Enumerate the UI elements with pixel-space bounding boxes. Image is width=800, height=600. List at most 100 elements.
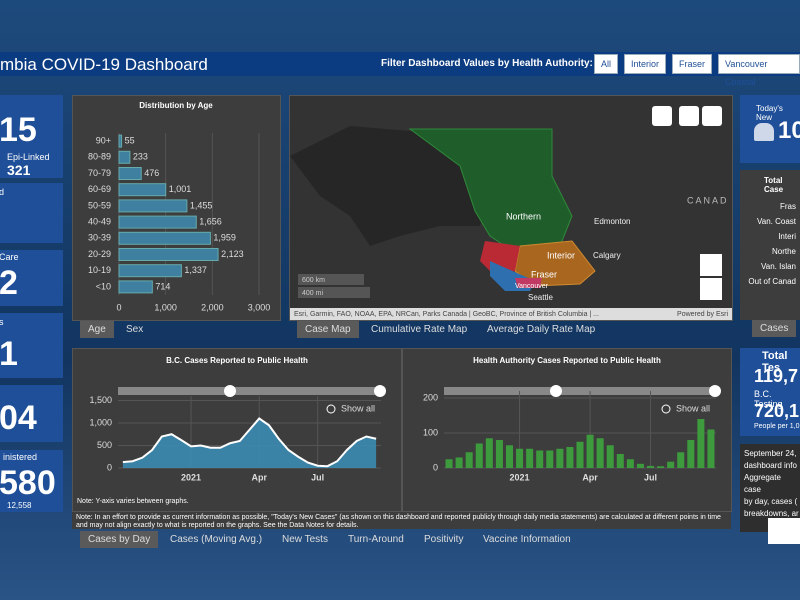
list-item: Out of Canad <box>748 277 796 286</box>
tests-label: B.C. Testing <box>754 389 783 409</box>
basemap-button[interactable] <box>702 106 722 126</box>
kpi-value: 580 <box>0 464 56 502</box>
tab[interactable]: Average Daily Rate Map <box>487 324 596 335</box>
slider-handle[interactable] <box>374 385 386 397</box>
y-tick-label: 200 <box>423 392 438 402</box>
data-label: 1,001 <box>169 184 192 194</box>
tab[interactable]: Cases (Moving Avg.) <box>170 534 263 545</box>
zoom-icon <box>661 404 671 414</box>
note-line: breakdowns, ar <box>744 509 799 518</box>
bar <box>657 466 665 468</box>
list-item: Van. Coast <box>757 217 796 226</box>
notes: September 24, dashboard info Aggregate cas… <box>740 444 800 532</box>
data-label: 1,455 <box>190 200 213 210</box>
tab[interactable]: Age <box>80 321 114 338</box>
range-slider[interactable] <box>118 387 381 395</box>
tab[interactable]: Cases <box>752 320 797 337</box>
bar <box>616 454 624 468</box>
map: Northern Interior Fraser Vancouver Edmon… <box>290 96 732 320</box>
map-label: Calgary <box>593 251 621 260</box>
tests-label: Total Tes <box>762 350 788 374</box>
show-all[interactable]: Show all <box>341 403 375 413</box>
y-tick-label: 10-19 <box>88 265 111 275</box>
y-tick-label: 1,500 <box>89 395 112 405</box>
data-label: 1,656 <box>199 216 222 226</box>
y-tick-label: 0 <box>433 462 438 472</box>
y-tick-label: 100 <box>423 427 438 437</box>
region-fraser <box>515 278 542 288</box>
x-tick-label: 3,000 <box>248 302 271 312</box>
note-line: Aggregate case <box>744 473 781 494</box>
bar <box>667 461 675 468</box>
map-label: CANAD <box>687 195 729 205</box>
slider-handle[interactable] <box>709 385 721 397</box>
kpi-label: Care <box>0 252 19 262</box>
bar <box>118 150 131 164</box>
y-tick-label: 90+ <box>96 135 111 145</box>
search-button[interactable] <box>652 106 672 126</box>
bc-chart: B.C. Cases Reported to Public Health Show… <box>77 356 386 505</box>
map-label: Vancouver <box>515 283 549 290</box>
bar <box>697 419 705 468</box>
land <box>290 126 490 246</box>
tab[interactable]: New Tests <box>282 534 328 545</box>
x-tick-label: Jul <box>311 472 324 482</box>
kpi-tile: 15 Epi-Linked 321 <box>0 95 63 178</box>
slider-handle[interactable] <box>224 385 236 397</box>
tab[interactable]: Cumulative Rate Map <box>371 324 468 335</box>
chart-title: Distribution by Age <box>139 101 213 110</box>
filter-button[interactable]: All <box>594 54 619 74</box>
bar <box>576 441 584 468</box>
filter-button[interactable]: Fraser <box>672 54 713 74</box>
filter-button[interactable]: Interior <box>624 54 667 74</box>
tab[interactable]: Sex <box>126 324 144 335</box>
show-all[interactable]: Show all <box>676 403 710 413</box>
bar <box>118 183 167 197</box>
data-label: 1,959 <box>213 233 236 243</box>
x-tick-label: Jul <box>644 472 657 482</box>
bar <box>546 450 554 468</box>
kpi-value: 04 <box>0 399 37 437</box>
data-label: 55 <box>125 135 135 145</box>
tab[interactable]: Vaccine Information <box>483 534 571 545</box>
tab[interactable]: Turn-Around <box>348 534 404 545</box>
y-tick-label: 500 <box>97 440 112 450</box>
x-tick-label: 2021 <box>181 472 201 482</box>
list: Fras Van. Coast Interi Northe Van. Islan Out … <box>740 196 800 286</box>
tab[interactable]: Case Map <box>297 321 359 338</box>
kpi-label: inistered <box>3 452 38 462</box>
y-tick-label: 40-49 <box>88 216 111 226</box>
note-line: September 24, <box>744 449 797 458</box>
map-buttons <box>652 106 722 300</box>
kpi-tile: d <box>0 183 63 243</box>
filter-button[interactable]: Vancouver Coastal <box>718 54 800 87</box>
zoom-out[interactable] <box>700 278 722 300</box>
data-label: 2,123 <box>221 249 244 259</box>
bar <box>118 167 142 180</box>
map-panel: Northern Interior Fraser Vancouver Edmon… <box>289 95 733 321</box>
x-tick-label: 0 <box>116 302 121 312</box>
tab[interactable]: Cases by Day <box>80 531 159 548</box>
x-tick-label: Apr <box>582 472 598 482</box>
map-label: Interior <box>547 250 575 260</box>
list-item: Northe <box>771 247 796 256</box>
slider-handle[interactable] <box>550 385 562 397</box>
bar <box>485 438 493 468</box>
home-button[interactable] <box>679 106 699 126</box>
bar <box>475 443 483 468</box>
dashboard-title: mbia COVID-19 Dashboard <box>0 55 208 74</box>
bar <box>556 448 564 468</box>
tab[interactable]: Positivity <box>424 534 464 545</box>
range-slider[interactable] <box>444 387 716 395</box>
bar <box>118 248 219 261</box>
bar <box>606 445 614 468</box>
bar <box>536 450 544 468</box>
chart-title: B.C. Cases Reported to Public Health <box>166 356 308 365</box>
bar <box>526 448 534 468</box>
bar <box>566 447 574 468</box>
zoom-in[interactable] <box>700 254 722 276</box>
kpi-subvalue: 12,558 <box>7 501 32 510</box>
bar <box>118 264 182 278</box>
bar <box>626 459 634 468</box>
logo <box>768 518 800 544</box>
